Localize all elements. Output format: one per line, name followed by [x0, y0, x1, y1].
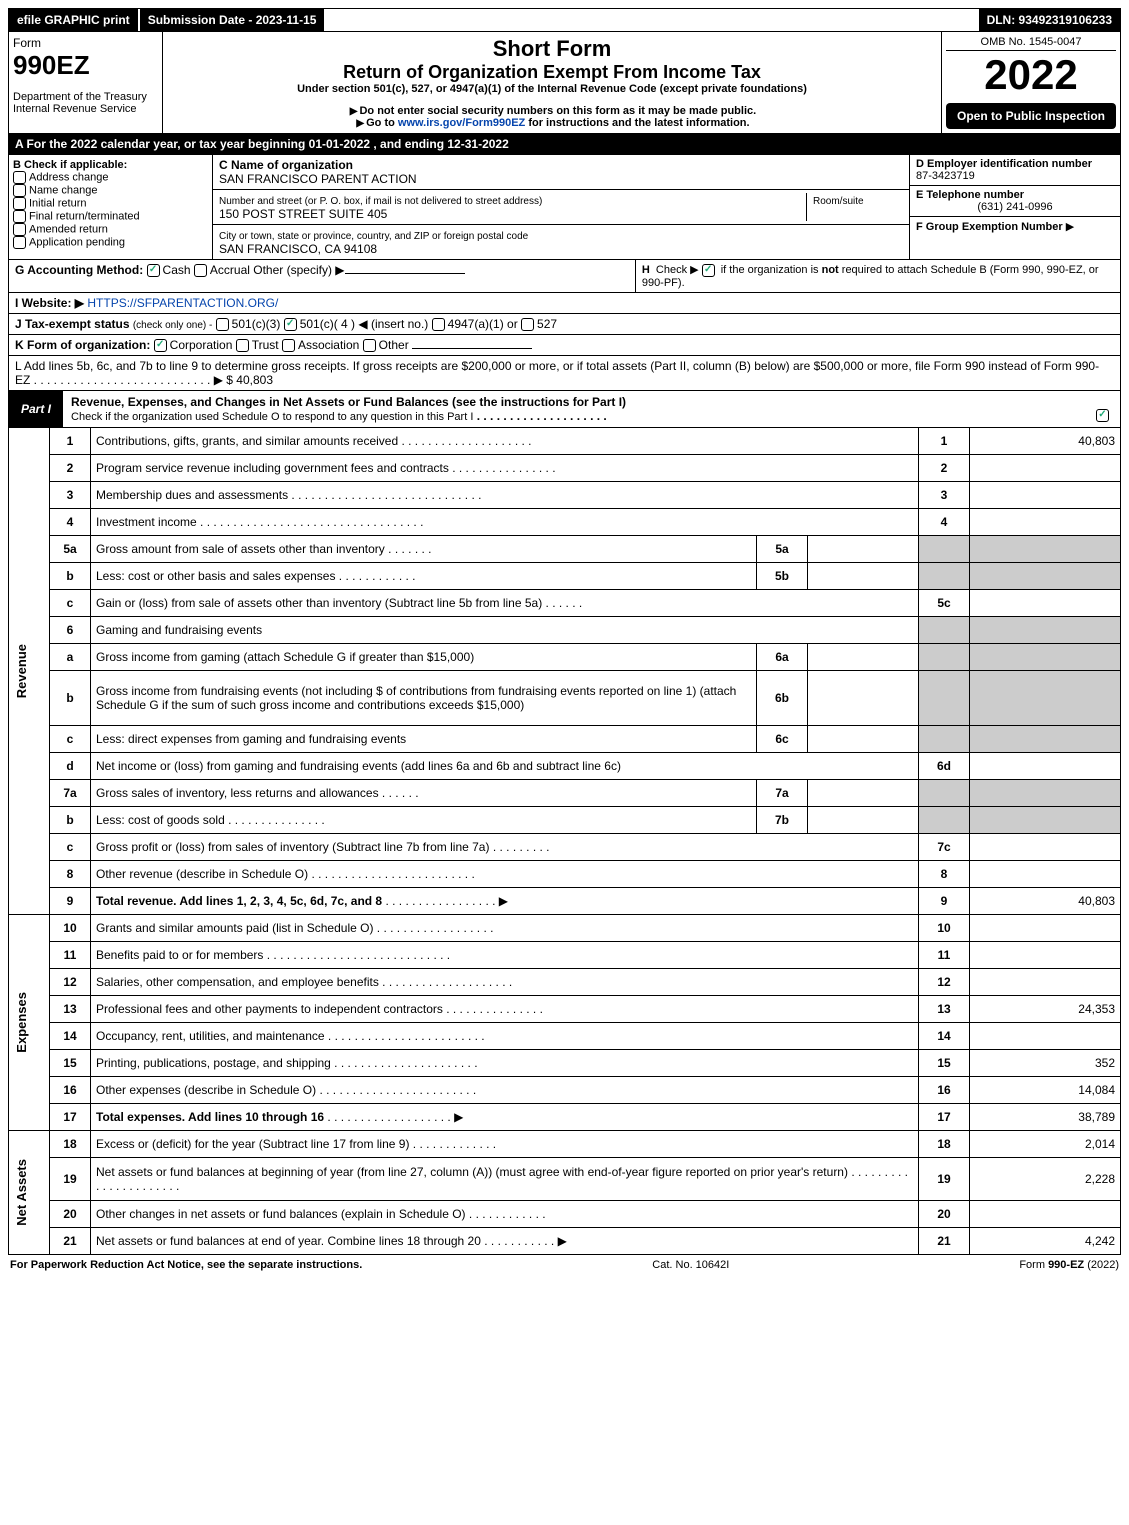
phone-value: (631) 241-0996: [916, 201, 1114, 213]
part-1-label: Part I: [9, 391, 63, 427]
open-public: Open to Public Inspection: [946, 103, 1116, 129]
row-g-label: G Accounting Method:: [15, 263, 143, 277]
footer-mid: Cat. No. 10642I: [652, 1259, 729, 1271]
ein-value: 87-3423719: [916, 170, 975, 182]
footer-right: Form 990-EZ (2022): [1019, 1259, 1119, 1271]
section-a: A For the 2022 calendar year, or tax yea…: [8, 134, 1121, 155]
part-1-title: Revenue, Expenses, and Changes in Net As…: [63, 391, 1120, 427]
city-value: SAN FRANCISCO, CA 94108: [219, 242, 377, 256]
under-section: Under section 501(c), 527, or 4947(a)(1)…: [167, 83, 937, 95]
box-b-label: B Check if applicable:: [13, 159, 208, 171]
check-association[interactable]: [282, 339, 295, 352]
lines-table: Revenue 1 Contributions, gifts, grants, …: [8, 428, 1121, 1255]
tax-year: 2022: [946, 51, 1116, 99]
box-e-label: E Telephone number: [916, 189, 1024, 201]
check-cash[interactable]: [147, 264, 160, 277]
expenses-vlabel: Expenses: [14, 992, 29, 1053]
form-word: Form: [13, 36, 158, 50]
note-ssn: Do not enter social security numbers on …: [359, 105, 756, 117]
row-g-h: G Accounting Method: Cash Accrual Other …: [8, 260, 1121, 293]
return-title: Return of Organization Exempt From Incom…: [167, 62, 937, 83]
top-bar: efile GRAPHIC print Submission Date - 20…: [8, 8, 1121, 32]
website-link[interactable]: HTTPS://SFPARENTACTION.ORG/: [87, 296, 278, 310]
room-label: Room/suite: [813, 196, 864, 207]
row-j: J Tax-exempt status (check only one) - 5…: [8, 314, 1121, 335]
irs-link[interactable]: www.irs.gov/Form990EZ: [398, 117, 525, 129]
form-number: 990EZ: [13, 50, 158, 81]
row-l-amount: $ 40,803: [226, 373, 273, 387]
box-def: D Employer identification number 87-3423…: [909, 155, 1120, 259]
street-label: Number and street (or P. O. box, if mail…: [219, 196, 542, 207]
header-center: Short Form Return of Organization Exempt…: [163, 32, 941, 133]
omb-label: OMB No. 1545-0047: [946, 36, 1116, 51]
info-grid: B Check if applicable: Address change Na…: [8, 155, 1121, 260]
check-application-pending[interactable]: [13, 236, 26, 249]
box-c-label: C Name of organization: [219, 158, 353, 172]
row-l-text: L Add lines 5b, 6c, and 7b to line 9 to …: [15, 359, 1099, 387]
note-goto: Go to www.irs.gov/Form990EZ for instruct…: [366, 117, 749, 129]
submission-date: Submission Date - 2023-11-15: [138, 9, 325, 31]
check-501c3[interactable]: [216, 318, 229, 331]
check-name-change[interactable]: [13, 184, 26, 197]
header-left: Form 990EZ Department of the Treasury In…: [9, 32, 163, 133]
form-header: Form 990EZ Department of the Treasury In…: [8, 32, 1121, 134]
check-trust[interactable]: [236, 339, 249, 352]
check-final-return[interactable]: [13, 210, 26, 223]
header-right: OMB No. 1545-0047 2022 Open to Public In…: [941, 32, 1120, 133]
revenue-vlabel: Revenue: [14, 644, 29, 698]
row-l: L Add lines 5b, 6c, and 7b to line 9 to …: [8, 356, 1121, 391]
dept-label: Department of the Treasury Internal Reve…: [13, 91, 158, 115]
netassets-vlabel: Net Assets: [14, 1159, 29, 1226]
row-k: K Form of organization: Corporation Trus…: [8, 335, 1121, 356]
check-other-org[interactable]: [363, 339, 376, 352]
check-4947[interactable]: [432, 318, 445, 331]
short-form-title: Short Form: [167, 36, 937, 62]
row-h-label: H: [642, 264, 650, 276]
check-schedule-b[interactable]: [702, 264, 715, 277]
street-value: 150 POST STREET SUITE 405: [219, 207, 387, 221]
check-527[interactable]: [521, 318, 534, 331]
dln-label: DLN: 93492319106233: [979, 9, 1120, 31]
footer-left: For Paperwork Reduction Act Notice, see …: [10, 1259, 362, 1271]
box-b: B Check if applicable: Address change Na…: [9, 155, 213, 259]
box-c: C Name of organization SAN FRANCISCO PAR…: [213, 155, 909, 259]
check-accrual[interactable]: [194, 264, 207, 277]
row-k-label: K Form of organization:: [15, 338, 150, 352]
part-1-header: Part I Revenue, Expenses, and Changes in…: [8, 391, 1121, 428]
arrow-icon: ▶: [1066, 221, 1074, 233]
efile-label: efile GRAPHIC print: [9, 9, 138, 31]
check-corporation[interactable]: [154, 339, 167, 352]
check-initial-return[interactable]: [13, 197, 26, 210]
box-f-label: F Group Exemption Number: [916, 221, 1063, 233]
row-i: I Website: ▶ HTTPS://SFPARENTACTION.ORG/: [8, 293, 1121, 314]
org-name: SAN FRANCISCO PARENT ACTION: [219, 172, 417, 186]
city-label: City or town, state or province, country…: [219, 231, 528, 242]
check-501c[interactable]: [284, 318, 297, 331]
row-i-label: I Website: ▶: [15, 296, 84, 310]
row-j-label: J Tax-exempt status: [15, 317, 130, 331]
check-address-change[interactable]: [13, 171, 26, 184]
check-schedule-o[interactable]: [1096, 409, 1109, 422]
check-amended-return[interactable]: [13, 223, 26, 236]
page-footer: For Paperwork Reduction Act Notice, see …: [8, 1255, 1121, 1275]
box-d-label: D Employer identification number: [916, 158, 1092, 170]
